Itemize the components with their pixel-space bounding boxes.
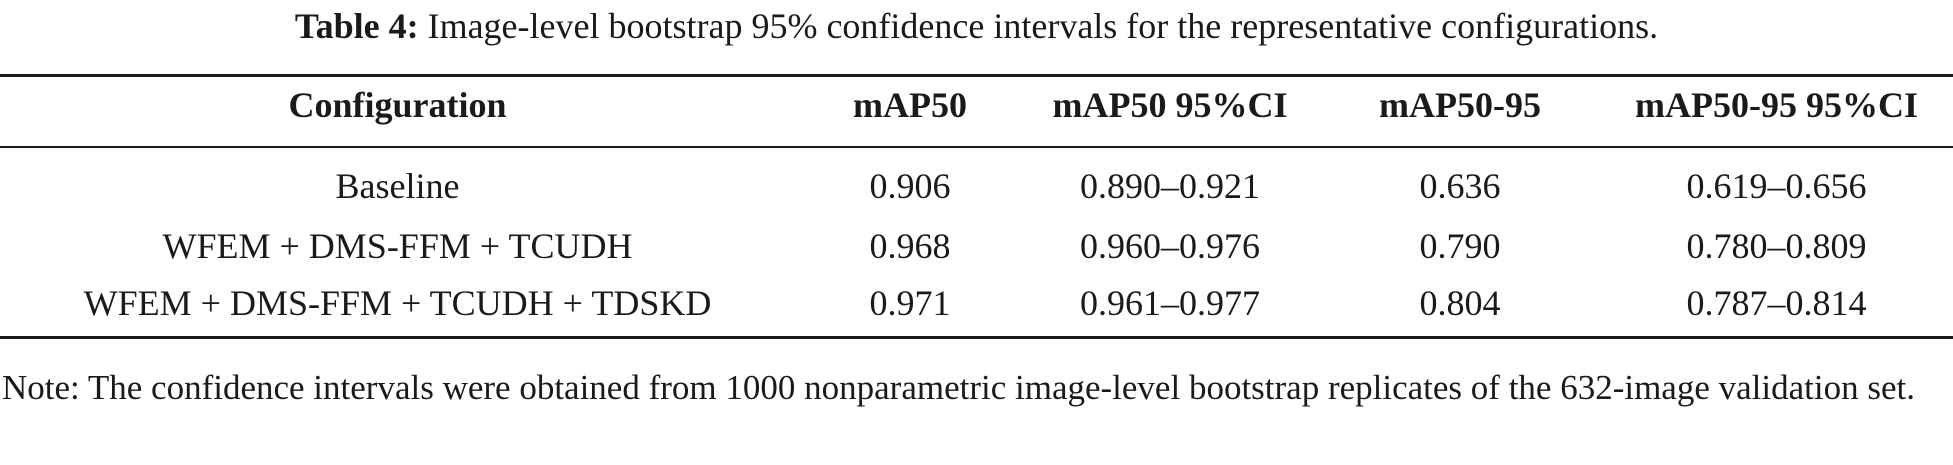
- table-cell-map50-95: 0.790: [1419, 226, 1501, 266]
- table-caption: Table 4: Image-level bootstrap 95% confi…: [0, 4, 1953, 48]
- table-caption-text: Image-level bootstrap 95% confidence int…: [427, 6, 1659, 46]
- column-header-map50-ci: mAP50 95%CI: [1052, 85, 1288, 125]
- table-cell-map50: 0.971: [869, 283, 951, 323]
- table-top-rule: [0, 74, 1953, 77]
- table-cell-map50: 0.968: [869, 226, 951, 266]
- table-cell-map50-95-ci: 0.619–0.656: [1686, 166, 1867, 206]
- table-header-rule: [0, 146, 1953, 148]
- table-cell-configuration: WFEM + DMS-FFM + TCUDH + TDSKD: [83, 283, 712, 323]
- table-bottom-rule: [0, 336, 1953, 339]
- table-cell-configuration: Baseline: [335, 166, 460, 206]
- table-cell-map50-95-ci: 0.780–0.809: [1686, 226, 1867, 266]
- table-caption-label: Table 4:: [294, 6, 419, 46]
- column-header-map50: mAP50: [853, 85, 967, 125]
- column-header-map50-95: mAP50-95: [1379, 85, 1541, 125]
- table-cell-map50: 0.906: [869, 166, 951, 206]
- column-header-configuration: Configuration: [288, 85, 507, 125]
- table-cell-configuration: WFEM + DMS-FFM + TCUDH: [162, 226, 633, 266]
- table-cell-map50-95: 0.804: [1419, 283, 1501, 323]
- table-cell-map50-95: 0.636: [1419, 166, 1501, 206]
- table-note: Note: The confidence intervals were obta…: [2, 368, 1915, 407]
- table-cell-map50-ci: 0.961–0.977: [1080, 283, 1260, 323]
- table-cell-map50-ci: 0.890–0.921: [1080, 166, 1260, 206]
- table-cell-map50-95-ci: 0.787–0.814: [1686, 283, 1867, 323]
- table-cell-map50-ci: 0.960–0.976: [1080, 226, 1260, 266]
- column-header-map50-95-ci: mAP50-95 95%CI: [1635, 85, 1918, 125]
